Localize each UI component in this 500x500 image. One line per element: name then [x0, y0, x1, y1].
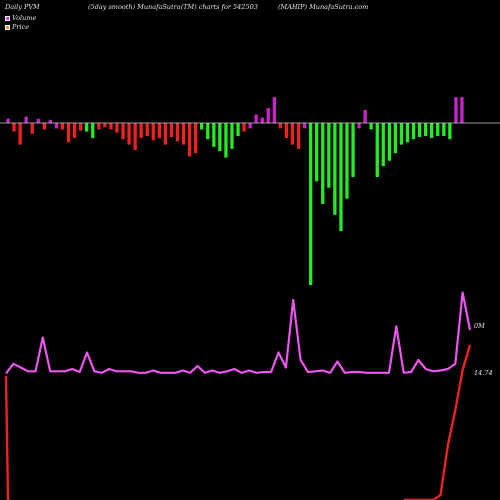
- price-line-start: [4, 375, 10, 500]
- volume-bar: [302, 123, 307, 129]
- volume-bar: [381, 123, 385, 167]
- volume-bar: [187, 123, 192, 157]
- chart-title-smooth: (5day smooth) MunafaSutra(TM) charts for…: [88, 3, 258, 11]
- volume-bar: [30, 123, 34, 134]
- volume-bar: [109, 123, 113, 130]
- chart-title-source: (MAHIP) MunafaSutra.com: [278, 3, 369, 11]
- volume-bar: [200, 123, 204, 130]
- volume-bar: [79, 123, 83, 131]
- volume-bar: [363, 110, 367, 123]
- volume-bar: [442, 123, 446, 136]
- volume-bar: [296, 123, 301, 149]
- volume-bar: [254, 114, 258, 123]
- volume-bar: [175, 123, 180, 142]
- volume-bar: [430, 123, 434, 139]
- volume-bar: [181, 123, 186, 145]
- volume-axis-label: 0M: [474, 322, 485, 330]
- volume-bar: [333, 123, 337, 215]
- volume-bar: [127, 123, 131, 145]
- volume-bar: [369, 123, 373, 130]
- volume-bar: [121, 123, 125, 140]
- volume-bar: [115, 123, 119, 133]
- volume-bar: [399, 123, 404, 145]
- volume-bar: [405, 123, 410, 143]
- volume-bar: [424, 123, 428, 136]
- volume-bar: [48, 119, 52, 123]
- volume-bar: [448, 123, 452, 140]
- volume-bar: [357, 123, 361, 129]
- price-axis-label: 14.74: [474, 369, 493, 377]
- volume-bar: [206, 123, 210, 140]
- volume-bar: [315, 123, 319, 182]
- legend-volume: Volume: [5, 14, 36, 22]
- volume-bar: [260, 117, 264, 123]
- volume-bar: [6, 118, 10, 123]
- volume-bar: [411, 123, 416, 140]
- volume-bar: [236, 123, 240, 136]
- volume-bar: [97, 123, 101, 130]
- volume-bar: [460, 97, 464, 123]
- volume-bar: [54, 123, 59, 129]
- volume-bar: [151, 123, 155, 141]
- volume-bar: [224, 123, 228, 158]
- volume-bar: [351, 123, 355, 177]
- volume-bar: [18, 123, 22, 145]
- volume-bar: [309, 123, 313, 285]
- volume-bar: [339, 123, 343, 231]
- volume-bar: [242, 123, 246, 132]
- volume-bar: [218, 123, 222, 152]
- volume-bar: [278, 123, 282, 129]
- volume-bar: [321, 123, 325, 204]
- volume-bar: [387, 123, 391, 161]
- volume-bar: [163, 123, 167, 145]
- volume-bar: [272, 97, 276, 123]
- volume-bar: [157, 123, 161, 139]
- volume-line: [5, 291, 472, 375]
- volume-bar: [72, 123, 77, 139]
- volume-bar: [375, 123, 379, 177]
- volume-bar: [230, 123, 234, 149]
- volume-bar: [169, 123, 174, 137]
- volume-bar: [454, 97, 458, 123]
- price-line: [403, 344, 472, 500]
- volume-bar: [103, 123, 107, 128]
- volume-bar: [145, 123, 149, 136]
- legend-price: Price: [5, 23, 29, 31]
- legend-volume-swatch: [5, 15, 10, 21]
- volume-bar: [42, 123, 46, 130]
- volume-bar: [284, 123, 289, 139]
- volume-bar: [91, 123, 95, 139]
- volume-bar: [139, 123, 143, 139]
- volume-bar: [12, 123, 16, 132]
- legend-price-label: Price: [12, 23, 30, 31]
- legend-price-swatch: [5, 24, 10, 30]
- volume-bar: [24, 116, 28, 123]
- legend-volume-label: Volume: [12, 14, 37, 22]
- volume-bar: [212, 123, 216, 147]
- volume-bar: [60, 123, 65, 130]
- volume-bar: [290, 123, 295, 145]
- volume-bar: [194, 123, 198, 154]
- volume-bar: [327, 123, 331, 188]
- volume-bar: [417, 123, 422, 137]
- volume-bar: [436, 123, 440, 136]
- volume-bar: [393, 123, 397, 154]
- volume-bar: [66, 123, 71, 143]
- volume-bar: [345, 123, 349, 199]
- volume-bar: [133, 123, 137, 150]
- volume-bar: [85, 123, 89, 132]
- chart-title-daily: Daily PVM: [5, 3, 40, 11]
- volume-bar: [266, 107, 270, 123]
- volume-bar: [248, 123, 252, 129]
- volume-bar: [36, 118, 40, 123]
